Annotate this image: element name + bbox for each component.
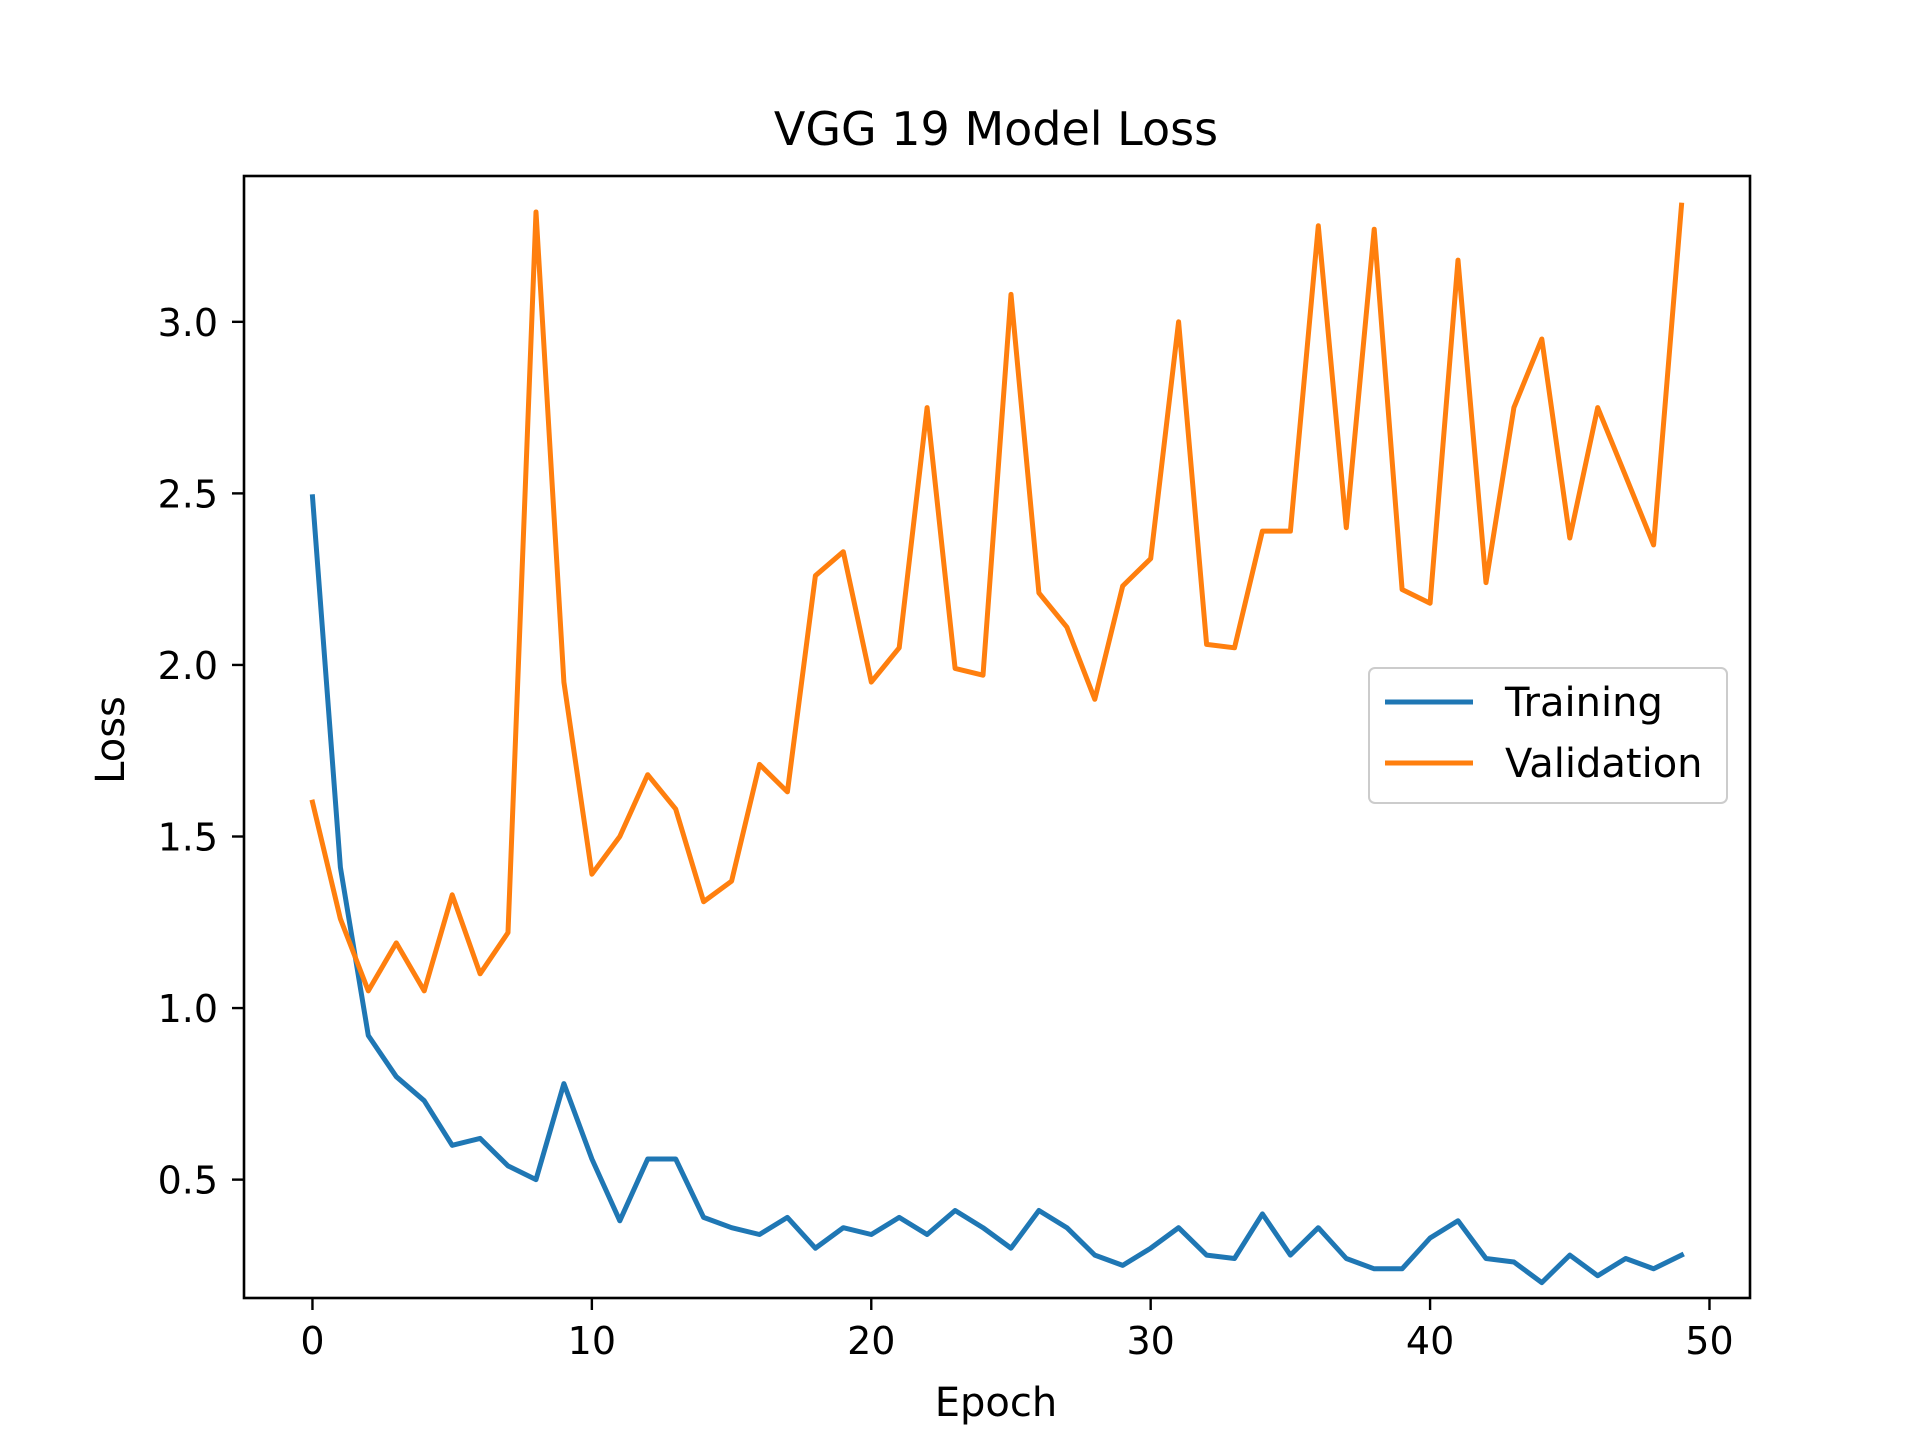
x-tick-label: 10 (568, 1319, 616, 1363)
x-tick-label: 50 (1685, 1319, 1733, 1363)
y-tick-label: 0.5 (158, 1159, 218, 1203)
plot-frame (242, 174, 1752, 1300)
y-axis-ticks: 0.5 1.0 1.5 2.0 2.5 3.0 (158, 301, 244, 1203)
y-tick-label: 1.0 (158, 987, 218, 1031)
legend-label-training: Training (1504, 680, 1663, 726)
y-tick-label: 3.0 (158, 301, 218, 345)
x-axis-ticks: 0 10 20 30 40 50 (300, 1298, 1734, 1363)
y-tick-label: 1.5 (158, 816, 218, 860)
x-tick-label: 30 (1126, 1319, 1174, 1363)
y-tick-label: 2.5 (158, 472, 218, 516)
x-tick-label: 20 (847, 1319, 895, 1363)
legend-label-validation: Validation (1505, 741, 1703, 787)
legend: Training Validation (1368, 667, 1728, 804)
x-axis-label: Epoch (935, 1380, 1057, 1426)
series-line-validation (309, 202, 1685, 994)
series-line-training (309, 494, 1685, 1286)
x-tick-label: 0 (300, 1319, 324, 1363)
y-tick-label: 2.0 (158, 644, 218, 688)
chart-title: VGG 19 Model Loss (774, 102, 1218, 156)
plot-lines (309, 202, 1685, 1286)
x-tick-label: 40 (1406, 1319, 1454, 1363)
y-axis-label: Loss (88, 696, 134, 784)
